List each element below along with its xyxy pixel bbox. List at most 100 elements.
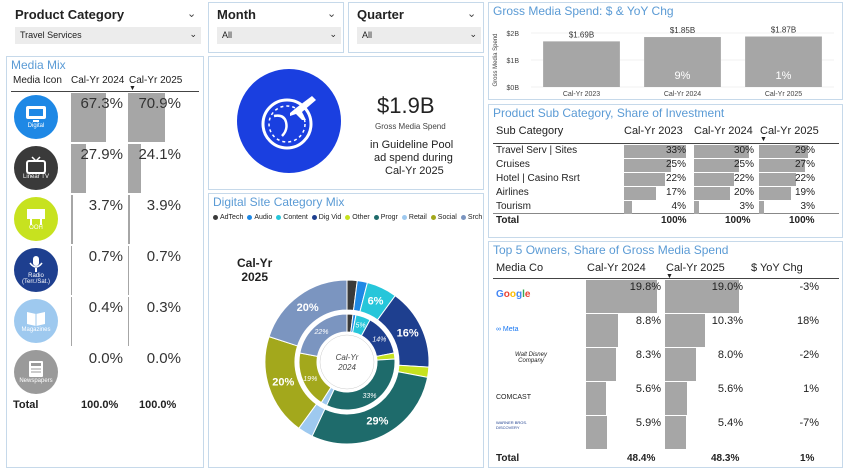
share-bar <box>624 145 686 158</box>
bar-2024 <box>71 93 106 142</box>
owner-logo: WARNER BROS. DISCOVERY <box>496 420 528 430</box>
legend-item[interactable]: Srch <box>460 214 482 221</box>
column-header: Media Co <box>496 262 544 274</box>
column-header[interactable]: Cal-Yr 2024 <box>587 262 646 274</box>
value-2025: 70.9% <box>138 95 181 112</box>
value-2024: 5.6% <box>635 383 661 395</box>
legend-dot-icon <box>430 215 436 220</box>
legend-item[interactable]: AdTech <box>213 214 243 221</box>
value-2025: 0.7% <box>146 248 181 265</box>
legend-item[interactable]: Social <box>430 214 457 221</box>
chevron-down-icon[interactable]: ⌄ <box>327 8 337 20</box>
column-header[interactable]: Cal-Yr 2024 <box>694 125 753 137</box>
share-bar <box>759 159 805 172</box>
share-bar-2025 <box>665 382 687 415</box>
share-value: 33% <box>665 145 686 156</box>
column-header[interactable]: Cal-Yr 2023 <box>624 125 683 137</box>
legend-item[interactable]: Dig Vid <box>311 214 341 221</box>
column-header: Media Icon <box>13 75 62 86</box>
value-2025: 24.1% <box>138 146 181 163</box>
product-category-slicer[interactable]: Product Category ⌄ Travel Services ⌄ <box>6 2 204 53</box>
newspaper-icon: Newspapers <box>14 350 58 394</box>
share-bar <box>624 187 656 200</box>
value-2025: 3.9% <box>146 197 181 214</box>
column-header[interactable]: $ YoY Chg <box>751 262 803 274</box>
value-2025: 8.0% <box>717 349 743 361</box>
share-bar <box>694 187 731 200</box>
yoy-value: 1% <box>803 383 819 395</box>
kpi-panel: $1.9B Gross Media Spend in Guideline Poo… <box>208 56 484 190</box>
total-2024: 100.0% <box>81 399 119 411</box>
share-bar <box>694 201 700 214</box>
sub-category-name: Cruises <box>496 159 530 170</box>
legend-label: Other <box>352 214 370 221</box>
total-2024: 48.4% <box>627 453 656 464</box>
column-header[interactable]: Cal-Yr 2024 <box>71 75 125 86</box>
donut-slice <box>299 313 348 357</box>
legend-item[interactable]: Other <box>345 214 370 221</box>
column-header[interactable]: Cal-Yr 2025 <box>760 125 819 137</box>
legend-item[interactable]: Progr <box>373 214 398 221</box>
bar-chart: Gross Media Spend $0B $1B $2B $1.69B Cal-Yr 2… <box>493 26 834 98</box>
column-header[interactable]: Cal-Yr 2025 <box>666 262 725 274</box>
legend-label: Retail <box>408 214 427 221</box>
book-icon: Magazines <box>14 299 58 343</box>
legend-dot-icon <box>276 215 282 220</box>
donut-center <box>319 334 375 390</box>
x-tick-label: Cal-Yr 2023 <box>563 91 600 98</box>
owner-logo: ∞ Meta <box>496 326 519 333</box>
share-bar <box>624 173 666 186</box>
quarter-slicer[interactable]: Quarter ⌄ All ⌄ <box>348 2 484 53</box>
panel-title: Media Mix <box>11 58 66 72</box>
legend-label: Audio <box>254 214 273 221</box>
legend-dot-icon <box>213 215 218 220</box>
yoy-label: 9% <box>675 70 691 82</box>
legend-item[interactable]: Audio <box>247 214 272 221</box>
legend-item[interactable]: Retail <box>401 214 427 221</box>
share-bar <box>759 145 809 158</box>
month-slicer[interactable]: Month ⌄ All ⌄ <box>208 2 344 53</box>
share-value: 17% <box>665 187 686 198</box>
column-header[interactable]: Cal-Yr 2025 <box>129 75 183 86</box>
share-bar <box>624 159 671 172</box>
slicer-dropdown[interactable]: Travel Services ⌄ <box>15 27 201 44</box>
outer-ring-label-line2: 2025 <box>241 270 269 284</box>
share-value: 22% <box>733 173 754 184</box>
chevron-down-icon[interactable]: ⌄ <box>187 8 197 20</box>
chevron-down-icon[interactable]: ⌄ <box>467 8 477 20</box>
value-2024: 3.7% <box>88 197 123 214</box>
media-caption: Digital <box>27 123 45 129</box>
owner-logo: COMCAST <box>496 394 531 401</box>
share-bar-2024 <box>586 314 618 347</box>
panel-title: Gross Media Spend: $ & YoY Chg <box>493 4 674 18</box>
share-bar-2024 <box>586 416 608 449</box>
panel-title: Top 5 Owners, Share of Gross Media Spend <box>493 243 729 257</box>
slice-label: 20% <box>272 377 294 389</box>
bar-value-label: $1.87B <box>771 26 796 35</box>
value-2025: 5.4% <box>717 417 743 429</box>
sub-category-panel: Product Sub Category, Share of Investmen… <box>488 104 843 238</box>
bar <box>745 36 822 87</box>
share-bar <box>694 145 749 158</box>
share-value: 27% <box>794 159 815 170</box>
bar-2024 <box>71 195 73 244</box>
header-divider <box>493 143 839 144</box>
slicer-label: Month <box>217 7 256 22</box>
share-bar-2025 <box>665 314 706 347</box>
donut-slice <box>268 279 348 347</box>
slice-label: 16% <box>397 327 419 339</box>
media-mix-panel: Media Mix Media Icon Cal-Yr 2024 Cal-Yr … <box>6 56 204 468</box>
tv-icon: Linear TV <box>14 146 58 190</box>
bar-value-label: $1.85B <box>670 26 695 35</box>
share-bar-2024 <box>586 280 658 313</box>
slicer-value: All <box>362 30 373 40</box>
slicer-dropdown[interactable]: All ⌄ <box>217 27 341 44</box>
legend-item[interactable]: Content <box>276 214 308 221</box>
yoy-value: -7% <box>799 417 819 429</box>
slice-label: 22% <box>313 329 328 336</box>
bar-2025 <box>128 93 165 142</box>
share-bar-2024 <box>586 348 616 381</box>
value-2025: 10.3% <box>711 315 743 327</box>
slicer-dropdown[interactable]: All ⌄ <box>357 27 481 44</box>
sub-category-name: Travel Serv | Sites <box>496 145 578 156</box>
